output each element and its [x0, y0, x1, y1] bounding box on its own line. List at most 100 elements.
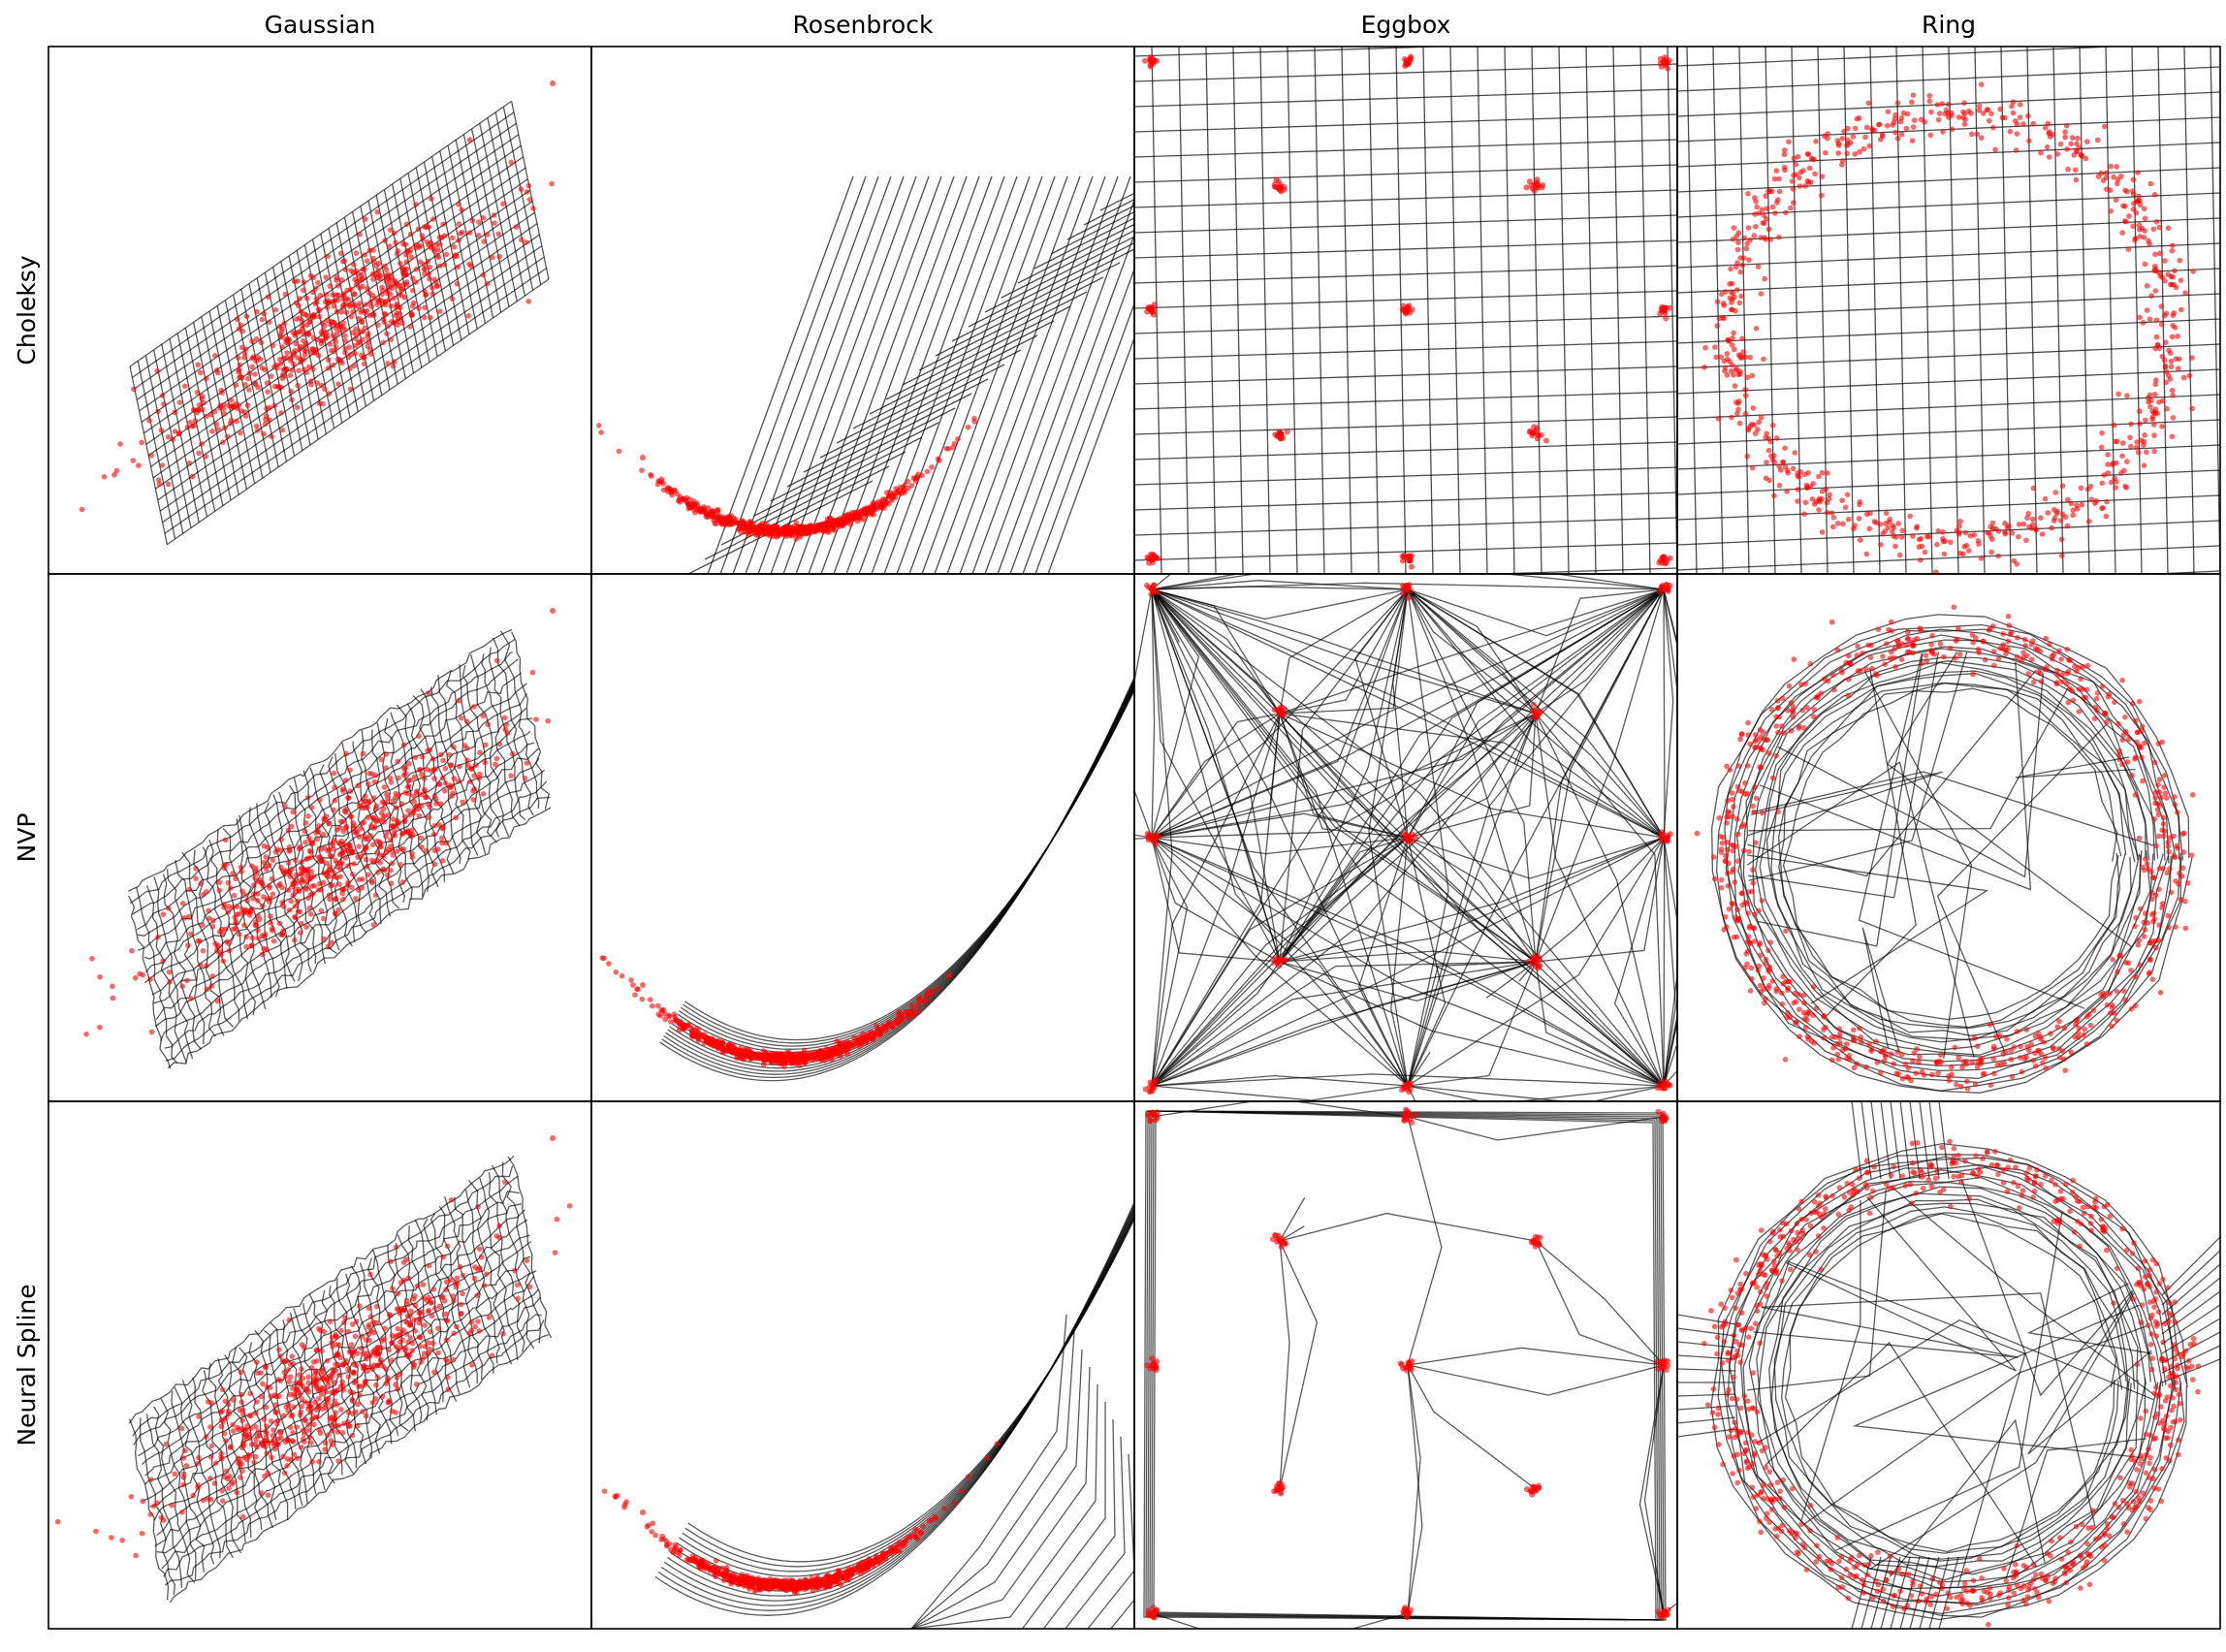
- sample-point: [1800, 168, 1806, 174]
- sample-point: [379, 799, 386, 806]
- sample-point: [447, 751, 453, 758]
- sample-point: [455, 264, 461, 270]
- sample-point: [1759, 810, 1765, 816]
- sample-point: [1994, 1062, 2001, 1068]
- sample-point: [1793, 161, 1799, 168]
- sample-point: [789, 532, 795, 539]
- sample-point: [1754, 737, 1761, 743]
- sample-point: [2152, 944, 2159, 951]
- sample-point: [935, 985, 940, 991]
- panel-nvp-gaussian: [83, 608, 556, 1069]
- sample-point: [277, 356, 283, 363]
- sample-point: [2118, 470, 2124, 476]
- sample-point: [1885, 109, 1892, 114]
- sample-point: [404, 784, 411, 790]
- sample-point: [2142, 927, 2148, 933]
- sample-point: [1776, 463, 1782, 469]
- sample-point: [1761, 220, 1767, 226]
- sample-point: [1150, 1079, 1157, 1086]
- sample-point: [1866, 525, 1872, 532]
- sample-point: [160, 911, 167, 917]
- sample-point: [296, 367, 302, 374]
- sample-point: [179, 983, 185, 990]
- sample-point: [2090, 1007, 2097, 1013]
- sample-point: [264, 405, 270, 412]
- sample-point: [436, 781, 443, 788]
- sample-point: [2104, 719, 2110, 725]
- sample-point: [1868, 1046, 1875, 1053]
- sample-point: [412, 754, 419, 761]
- grid-line: [1758, 652, 1924, 947]
- sample-point: [1759, 898, 1765, 904]
- grid-line: [1151, 580, 1409, 590]
- sample-point: [429, 291, 435, 297]
- sample-point: [1150, 838, 1157, 844]
- sample-point: [2105, 452, 2111, 458]
- sample-point: [460, 799, 466, 806]
- sample-point: [325, 365, 332, 371]
- grid-line: [164, 780, 548, 1049]
- sample-point: [1147, 54, 1154, 61]
- grid-line: [1151, 837, 1665, 1087]
- sample-point: [436, 263, 443, 270]
- sample-point: [1927, 132, 1933, 139]
- sample-point: [419, 772, 425, 778]
- grid-line: [1974, 47, 1986, 574]
- sample-point: [184, 977, 190, 984]
- sample-point: [159, 393, 166, 398]
- grid-line: [1259, 47, 1271, 574]
- sample-point: [1660, 557, 1667, 564]
- sample-point: [761, 1062, 767, 1068]
- sample-point: [1795, 498, 1800, 504]
- grid-line: [499, 630, 540, 809]
- grid-line: [1151, 588, 1281, 715]
- grid-line: [1677, 116, 2220, 143]
- sample-point: [402, 829, 409, 835]
- sample-point: [1729, 300, 1734, 305]
- sample-point: [350, 825, 357, 831]
- sample-point: [403, 252, 409, 258]
- grid-line: [1151, 588, 1537, 715]
- sample-point: [2119, 230, 2125, 236]
- grid-line: [1770, 672, 2136, 1036]
- sample-point: [1846, 1052, 1853, 1059]
- sample-point: [1751, 233, 1758, 238]
- sample-point: [387, 243, 393, 249]
- sample-point: [340, 828, 347, 835]
- sample-point: [1745, 732, 1752, 738]
- sample-point: [1758, 414, 1765, 421]
- sample-point: [2142, 856, 2148, 862]
- sample-point: [1724, 372, 1731, 378]
- sample-point: [2061, 1025, 2068, 1032]
- sample-point: [320, 832, 327, 838]
- sample-point: [413, 202, 419, 207]
- sample-point: [698, 506, 705, 513]
- sample-point: [204, 986, 210, 993]
- sample-point: [2023, 537, 2029, 544]
- grid-line: [1134, 588, 1153, 839]
- sample-point: [868, 509, 874, 515]
- sample-point: [1854, 115, 1860, 122]
- sample-point: [2074, 141, 2080, 146]
- sample-point: [2073, 1021, 2079, 1028]
- sample-point: [2167, 866, 2173, 872]
- sample-point: [347, 788, 354, 794]
- sample-point: [1801, 511, 1807, 517]
- sample-point: [1758, 235, 1764, 240]
- sample-point: [224, 861, 230, 868]
- sample-point: [285, 335, 292, 342]
- sample-point: [1401, 1085, 1408, 1092]
- grid-line: [1279, 837, 1665, 963]
- grid-line: [1755, 660, 2146, 1051]
- sample-point: [2159, 424, 2165, 429]
- grid-line: [984, 175, 1131, 574]
- sample-point: [216, 887, 223, 894]
- grid-line: [1151, 588, 1409, 1087]
- sample-point: [2017, 114, 2023, 120]
- sample-point: [2068, 500, 2075, 507]
- sample-point: [491, 212, 497, 218]
- sample-point: [1951, 604, 1957, 610]
- grid-line: [1050, 210, 1134, 255]
- sample-point: [362, 793, 368, 799]
- grid-line: [1677, 142, 2220, 168]
